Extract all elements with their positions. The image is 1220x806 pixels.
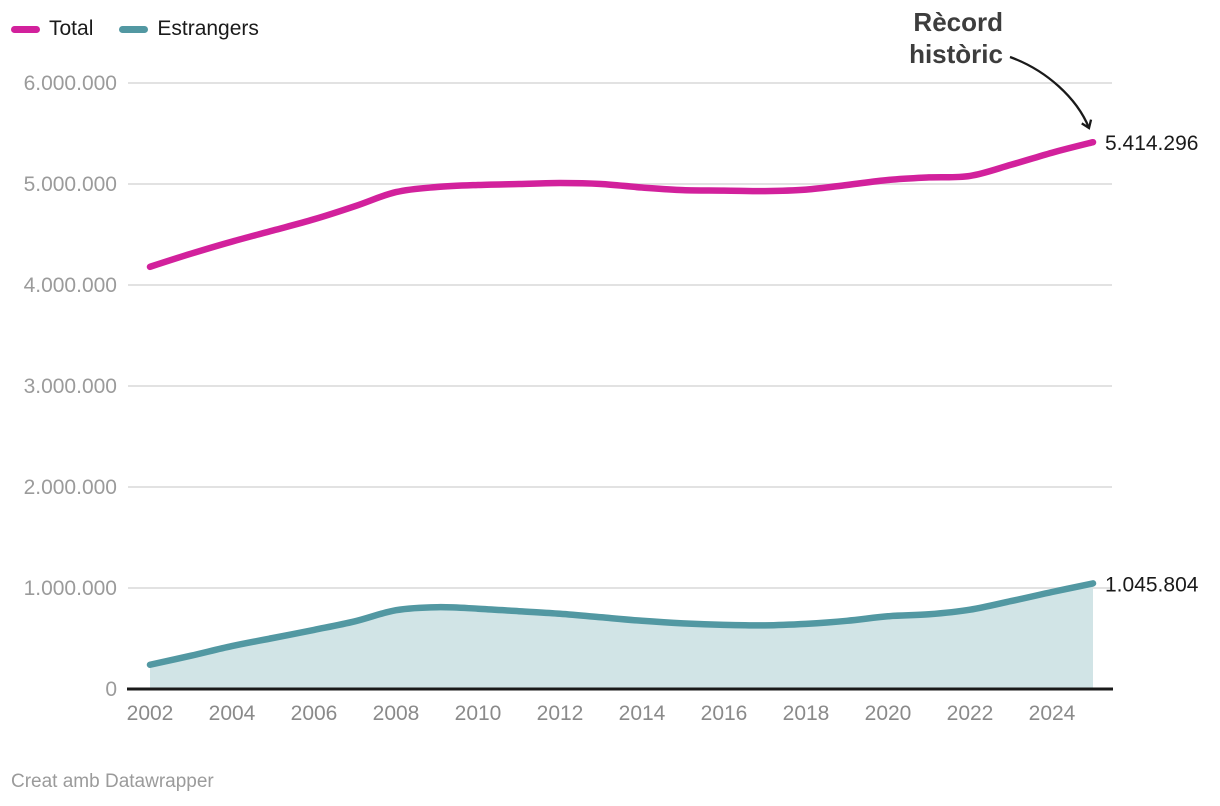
estrangers-series-swatch bbox=[119, 25, 149, 33]
x-axis-tick-label: 2022 bbox=[947, 702, 994, 725]
legend-item-total: Total bbox=[11, 17, 93, 41]
estrangers-end-value-label: 1.045.804 bbox=[1105, 573, 1199, 596]
y-axis-tick-label: 1.000.000 bbox=[24, 577, 117, 600]
y-axis-tick-label: 3.000.000 bbox=[24, 375, 117, 398]
x-axis-tick-label: 2014 bbox=[619, 702, 666, 725]
x-axis-tick-label: 2002 bbox=[127, 702, 174, 725]
legend-label-estrangers: Estrangers bbox=[157, 17, 259, 40]
legend-label-total: Total bbox=[49, 17, 94, 40]
y-axis-tick-label: 5.000.000 bbox=[24, 173, 117, 196]
legend-item-estrangers: Estrangers bbox=[119, 17, 259, 41]
total-line bbox=[146, 138, 1097, 271]
x-axis-tick-label: 2018 bbox=[783, 702, 830, 725]
y-axis-tick-label: 4.000.000 bbox=[24, 274, 117, 297]
x-axis-labels: 2002 2004 2006 2008 2010 2012 2014 2016 2018 2020… bbox=[127, 702, 1076, 725]
y-axis-tick-label: 0 bbox=[105, 678, 117, 701]
annotation-line-2: històric bbox=[909, 39, 1003, 69]
y-axis-labels: 0 1.000.000 2.000.000 3.000.000 4.000.000 5.0… bbox=[24, 72, 117, 701]
x-axis-tick-label: 2012 bbox=[537, 702, 584, 725]
x-axis-tick-label: 2020 bbox=[865, 702, 912, 725]
estrangers-line bbox=[146, 580, 1097, 669]
line-chart: 0 1.000.000 2.000.000 3.000.000 4.000.000 5.0… bbox=[24, 55, 1199, 725]
y-axis-tick-label: 2.000.000 bbox=[24, 476, 117, 499]
x-axis-tick-label: 2006 bbox=[291, 702, 338, 725]
x-axis-tick-label: 2004 bbox=[209, 702, 256, 725]
x-axis-tick-label: 2016 bbox=[701, 702, 748, 725]
total-end-value-label: 5.414.296 bbox=[1105, 132, 1198, 155]
legend: Total Estrangers bbox=[11, 17, 259, 41]
gridlines bbox=[128, 82, 1112, 589]
y-axis-tick-label: 6.000.000 bbox=[24, 72, 117, 95]
x-axis-tick-label: 2008 bbox=[373, 702, 420, 725]
annotation-arrow bbox=[1009, 55, 1093, 130]
annotation-record: Rècord històric bbox=[909, 6, 1003, 70]
x-axis-tick-label: 2024 bbox=[1029, 702, 1076, 725]
estrangers-area bbox=[150, 583, 1093, 689]
attribution: Creat amb Datawrapper bbox=[11, 771, 214, 792]
annotation-line-1: Rècord bbox=[913, 7, 1003, 37]
x-axis-tick-label: 2010 bbox=[455, 702, 502, 725]
total-series-swatch bbox=[11, 25, 40, 33]
